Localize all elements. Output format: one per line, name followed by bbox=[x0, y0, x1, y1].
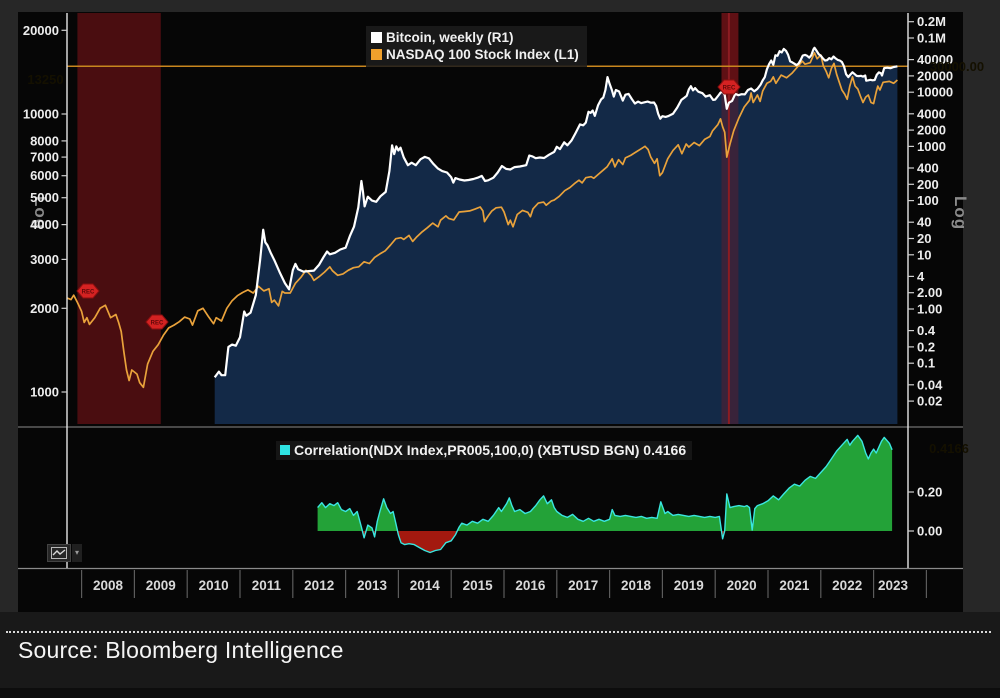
correlation-legend-label: Correlation(NDX Index,PR005,100,0) (XBTU… bbox=[294, 442, 687, 458]
legend-item-bitcoin[interactable]: Bitcoin, weekly (R1) bbox=[371, 29, 579, 46]
legend-item-nasdaq[interactable]: NASDAQ 100 Stock Index (L1) bbox=[371, 46, 579, 63]
legend-label: Bitcoin, weekly (R1) bbox=[386, 30, 514, 45]
correlation-swatch-icon bbox=[280, 445, 290, 455]
bottom-edge bbox=[0, 688, 1000, 698]
source-attribution: Source: Bloomberg Intelligence bbox=[18, 637, 344, 663]
panel-chart-type-button[interactable] bbox=[47, 544, 71, 562]
nasdaq-last-value-badge: 13250 bbox=[27, 72, 64, 87]
correlation-legend[interactable]: Correlation(NDX Index,PR005,100,0) (XBTU… bbox=[276, 441, 693, 460]
source-band: Source: Bloomberg Intelligence bbox=[0, 612, 1000, 698]
dotted-divider bbox=[6, 631, 991, 633]
main-legend: Bitcoin, weekly (R1) NASDAQ 100 Stock In… bbox=[366, 26, 587, 67]
legend-label: NASDAQ 100 Stock Index (L1) bbox=[386, 47, 579, 62]
panel-chart-type-dropdown[interactable]: ▾ bbox=[72, 544, 82, 562]
correlation-last-value-badge: 0.4166 bbox=[929, 441, 969, 456]
bitcoin-last-value-badge: 30000.00 bbox=[929, 59, 985, 74]
right-axis-log-scale-label: Log bbox=[951, 196, 970, 231]
left-axis-log-scale-label: Log bbox=[31, 196, 50, 231]
line-chart-icon bbox=[51, 547, 67, 559]
nasdaq-swatch-icon bbox=[371, 49, 382, 60]
chart-background bbox=[18, 12, 963, 612]
bitcoin-swatch-icon bbox=[371, 32, 382, 43]
